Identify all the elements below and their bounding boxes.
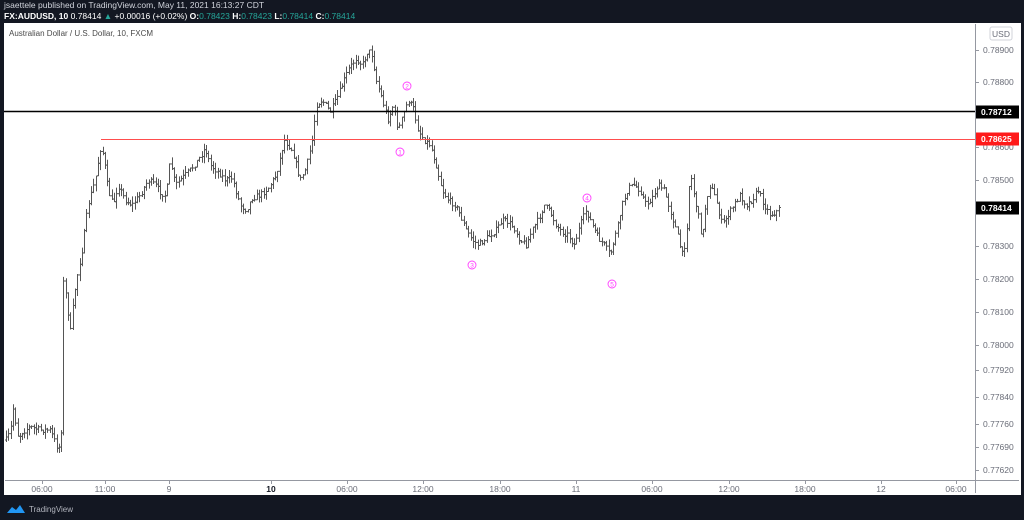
tradingview-logo-icon — [7, 505, 25, 513]
price-tick-label: 0.78600 — [983, 142, 1014, 152]
time-tick-label: 11:00 — [95, 484, 116, 494]
time-tick-label: 10 — [266, 484, 276, 494]
open-value: 0.78423 — [199, 11, 230, 21]
low-value: 0.78414 — [282, 11, 314, 21]
price-tick-label: 0.78300 — [983, 241, 1014, 251]
svg-text:0.78712: 0.78712 — [981, 107, 1012, 117]
price-axis[interactable]: 0.78900 0.78800 0.78600 0.78500 0.78300 0.782… — [975, 45, 1014, 475]
price-badge-0.78414: 0.78414 — [976, 201, 1019, 215]
svg-text:4: 4 — [585, 196, 589, 203]
currency-badge: USD — [992, 29, 1010, 39]
price-tick-label: 0.77760 — [983, 419, 1014, 429]
high-value: 0.78423 — [241, 11, 272, 21]
price-change: +0.00016 (+0.02%) — [114, 11, 188, 21]
time-tick-label: 11 — [572, 484, 581, 494]
up-arrow-icon: ▲ — [103, 11, 113, 21]
price-tick-label: 0.78000 — [983, 340, 1014, 350]
time-tick-label: 18:00 — [794, 484, 816, 494]
wave-label-5: 5 — [607, 279, 617, 289]
chart-frame[interactable] — [4, 23, 1021, 495]
low-label: L: — [274, 11, 283, 21]
footer: TradingView — [6, 503, 73, 515]
wave-label-1: 1 — [395, 147, 405, 157]
close-value: 0.78414 — [324, 11, 356, 21]
price-badges: 0.78712 0.78625 0.78414 — [976, 105, 1019, 215]
high-label: H: — [232, 11, 242, 21]
svg-text:2: 2 — [405, 84, 409, 91]
price-badge-0.78625: 0.78625 — [976, 132, 1019, 146]
symbol-info: FX:AUDUSD, 10 0.78414 ▲ +0.00016 (+0.02%… — [4, 11, 355, 22]
svg-text:3: 3 — [470, 263, 474, 270]
symbol-label: FX:AUDUSD, 10 — [4, 11, 69, 21]
horizontal-lines[interactable] — [4, 110, 975, 140]
footer-brand: TradingView — [29, 504, 74, 514]
wave-label-3: 3 — [467, 260, 477, 270]
time-tick-label: 18:00 — [489, 484, 511, 494]
svg-text:0.78414: 0.78414 — [981, 203, 1012, 213]
price-tick-label: 0.78500 — [983, 175, 1014, 185]
close-label: C: — [315, 11, 325, 21]
chart-title: Australian Dollar / U.S. Dollar, 10, FXC… — [9, 29, 154, 38]
open-label: O: — [189, 11, 200, 21]
time-tick-label: 12:00 — [718, 484, 740, 494]
time-tick-label: 12:00 — [412, 484, 434, 494]
svg-text:0.78625: 0.78625 — [981, 134, 1012, 144]
chart-header: jsaettele published on TradingView.com, … — [4, 0, 355, 22]
price-tick-label: 0.78800 — [983, 77, 1014, 87]
price-tick-label: 0.78200 — [983, 274, 1014, 284]
wave-label-4: 4 — [582, 193, 592, 203]
time-tick-label: 06:00 — [31, 484, 53, 494]
price-tick-label: 0.78900 — [983, 45, 1014, 55]
price-tick-label: 0.77620 — [983, 465, 1014, 475]
publisher-line: jsaettele published on TradingView.com, … — [4, 0, 265, 10]
last-price: 0.78414 — [70, 11, 102, 21]
wave-labels: 1 2 3 4 5 — [395, 81, 617, 289]
wave-label-2: 2 — [402, 81, 412, 91]
price-badge-0.78712: 0.78712 — [976, 105, 1019, 119]
time-tick-label: 06:00 — [641, 484, 663, 494]
currency-badge-box[interactable] — [989, 26, 1013, 41]
time-tick-label: 9 — [167, 484, 172, 494]
time-axis[interactable]: 06:00 11:00 9 10 06:00 12:00 18:00 11 06:00 12:00… — [31, 480, 967, 494]
time-tick-label: 06:00 — [945, 484, 967, 494]
price-tick-label: 0.77920 — [983, 365, 1014, 375]
svg-text:1: 1 — [398, 150, 402, 157]
ohlc-bars — [5, 45, 781, 454]
time-tick-label: 06:00 — [336, 484, 358, 494]
svg-text:5: 5 — [610, 282, 614, 289]
price-tick-label: 0.77840 — [983, 392, 1014, 402]
time-tick-label: 12 — [876, 484, 886, 494]
price-tick-label: 0.78100 — [983, 307, 1014, 317]
price-tick-label: 0.77690 — [983, 442, 1014, 452]
